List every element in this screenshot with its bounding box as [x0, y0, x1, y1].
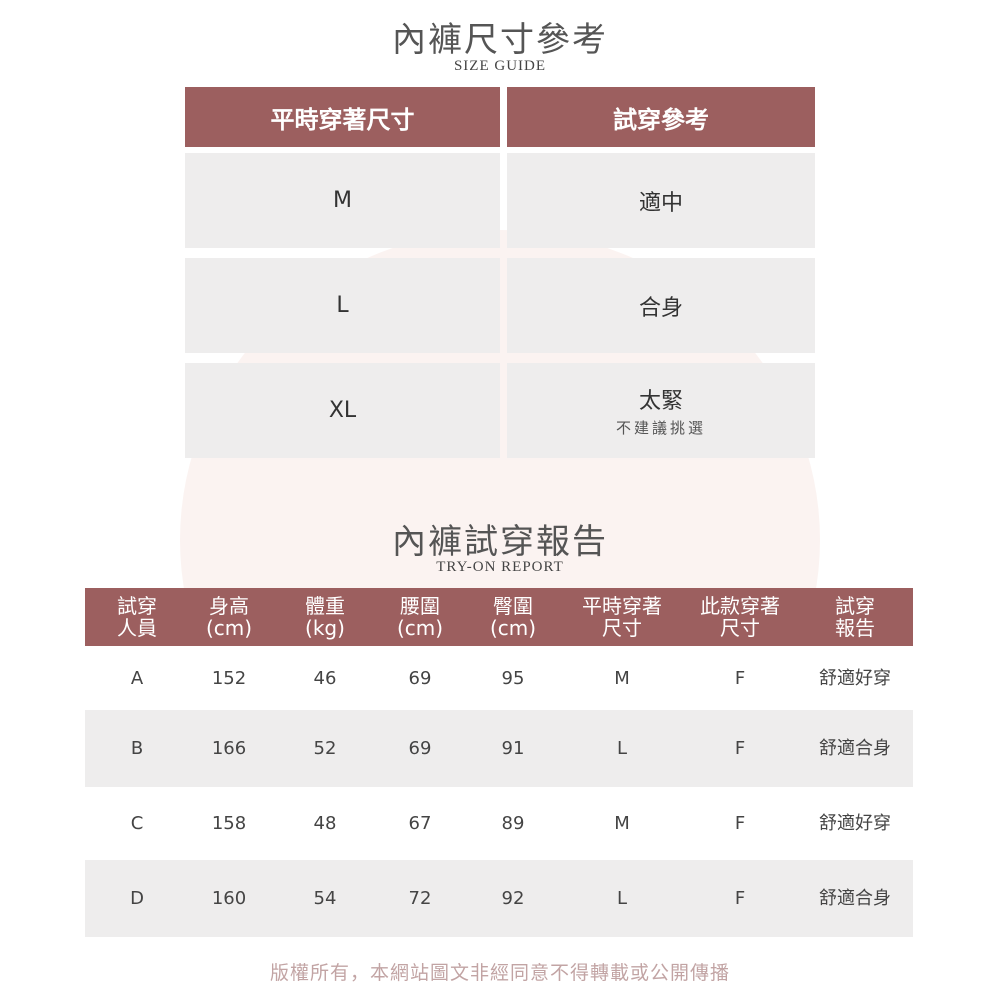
fit-text: 適中: [638, 190, 683, 216]
header-text: 腰圍: [400, 594, 440, 618]
table-cell: 69: [408, 738, 432, 759]
copyright-footer: 版權所有，本網站圖文非經同意不得轉載或公開傳播: [269, 962, 730, 984]
table-cell: 69: [408, 667, 432, 689]
report-header-cell: 臀圍 (cm): [458, 588, 568, 646]
header-text: 臀圍: [493, 594, 533, 618]
table-cell: 91: [501, 738, 525, 759]
table-row: B 166 52 69 91 L F 舒適合身: [85, 710, 913, 787]
table-row: C 158 48 67 89 M F 舒適好穿: [85, 787, 913, 860]
table-cell: 52: [313, 738, 337, 759]
fit-cell: 適中: [507, 153, 815, 248]
header-text: 此款穿著: [700, 594, 780, 618]
table-cell: 158: [211, 813, 247, 834]
header-text: 試穿: [835, 594, 875, 618]
table-cell: 67: [408, 813, 432, 834]
header-text: 尺寸: [720, 616, 760, 640]
table-cell: 舒適合身: [819, 888, 891, 909]
size-cell: L: [185, 258, 500, 353]
table-row: D 160 54 72 92 L F 舒適合身: [85, 860, 913, 937]
table-cell: F: [734, 813, 746, 834]
header-text: 平時穿著: [582, 594, 662, 618]
table-cell: F: [734, 667, 746, 689]
header-text: (cm): [396, 616, 444, 640]
table-cell: 72: [408, 888, 432, 909]
report-header-cell: 體重 (kg): [270, 588, 380, 646]
report-header-cell: 腰圍 (cm): [365, 588, 475, 646]
table-cell: 舒適好穿: [819, 813, 891, 834]
size-guide-title: 內褲尺寸參考: [392, 20, 608, 60]
header-text: 人員: [117, 616, 157, 640]
report-header-cell: 平時穿著 尺寸: [567, 588, 677, 646]
table-row: A 152 46 69 95 M F 舒適好穿: [85, 646, 913, 710]
table-cell: M: [614, 813, 630, 834]
table-cell: 舒適合身: [819, 738, 891, 759]
table-cell: 48: [313, 813, 337, 834]
table-cell: A: [130, 667, 144, 689]
table-cell: C: [130, 813, 144, 834]
report-title: 內褲試穿報告: [392, 522, 608, 562]
fit-text: 合身: [638, 295, 683, 321]
report-header-cell: 試穿 人員: [82, 588, 192, 646]
table-cell: 152: [211, 667, 247, 689]
header-text: 身高: [209, 594, 249, 618]
table-cell: F: [734, 738, 746, 759]
table-cell: 舒適好穿: [819, 667, 891, 689]
table-cell: D: [130, 888, 144, 909]
report-header-row: 試穿 人員 身高 (cm) 體重 (kg) 腰圍 (cm) 臀圍 (cm) 平時穿著 尺寸 此款穿著 尺寸…: [85, 588, 913, 646]
table-cell: B: [130, 738, 144, 759]
size-cell: XL: [185, 363, 500, 458]
header-fit-reference: 試穿參考: [507, 87, 815, 147]
report-header-cell: 身高 (cm): [174, 588, 284, 646]
report-header-cell: 此款穿著 尺寸: [685, 588, 795, 646]
header-text: (cm): [489, 616, 537, 640]
table-cell: F: [734, 888, 746, 909]
header-text: 試穿: [117, 594, 157, 618]
header-text: 報告: [835, 616, 875, 640]
report-header-cell: 試穿 報告: [800, 588, 910, 646]
table-cell: 54: [313, 888, 337, 909]
table-cell: 92: [501, 888, 525, 909]
header-text: 尺寸: [602, 616, 642, 640]
fit-cell: 太緊 不建議挑選: [507, 363, 815, 458]
header-usual-size: 平時穿著尺寸: [185, 87, 500, 147]
header-text: 體重: [305, 594, 345, 618]
table-cell: M: [614, 667, 630, 689]
report-subtitle: TRY-ON REPORT: [436, 559, 564, 575]
fit-note: 不建議挑選: [615, 419, 706, 437]
fit-text: 太緊: [638, 389, 683, 414]
table-cell: 166: [211, 738, 247, 759]
table-cell: 160: [211, 888, 247, 909]
size-cell: M: [185, 153, 500, 248]
table-cell: 46: [313, 667, 337, 689]
fit-cell: 合身: [507, 258, 815, 353]
table-cell: 95: [501, 667, 525, 689]
header-text: (cm): [205, 616, 253, 640]
table-cell: 89: [501, 813, 525, 834]
table-cell: L: [616, 888, 628, 909]
size-guide-subtitle: SIZE GUIDE: [453, 58, 547, 74]
table-cell: L: [616, 738, 628, 759]
header-text: (kg): [305, 616, 345, 640]
